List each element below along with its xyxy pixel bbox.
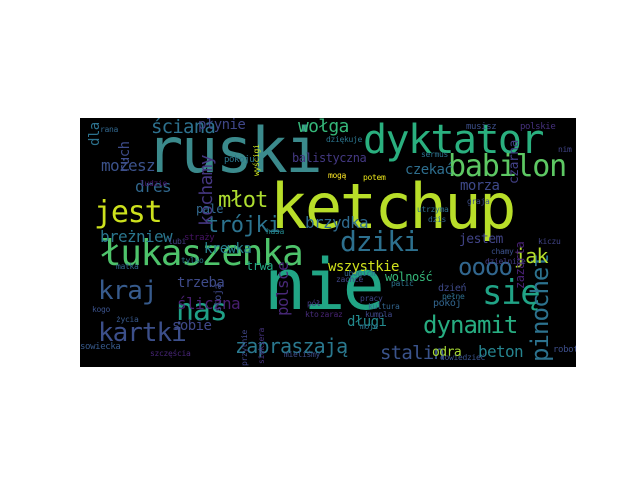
cloud-word: kraj: [98, 276, 158, 306]
cloud-word: polsce: [273, 262, 292, 316]
cloud-word: dyktator: [363, 118, 544, 163]
cloud-word: pinochet: [526, 254, 554, 362]
cloud-word: palić: [391, 279, 414, 288]
cloud-word: dzis: [428, 215, 446, 224]
cloud-word: moje: [360, 322, 378, 331]
cloud-word: kiczu: [538, 237, 561, 246]
cloud-word: sowiecka: [80, 342, 121, 352]
cloud-word: mogą: [328, 171, 346, 180]
cloud-word: beton: [478, 342, 524, 361]
cloud-word: łukaszenka: [100, 233, 304, 274]
cloud-word: ketchup: [270, 170, 516, 243]
word-cloud: ruski ketchup nie dyktator łukaszenka jest bab…: [80, 118, 576, 367]
cloud-word: ruch: [117, 141, 133, 173]
cloud-word: się: [482, 273, 541, 313]
cloud-word: kartki: [98, 318, 187, 348]
cloud-word: dziki: [340, 225, 420, 258]
cloud-word: hasa: [266, 227, 284, 236]
cloud-word: ściana: [151, 118, 216, 138]
cloud-word: pokój: [433, 298, 462, 309]
cloud-word: czekać: [405, 162, 453, 178]
cloud-word: brzydka: [305, 213, 369, 232]
cloud-word: jest: [94, 195, 163, 230]
cloud-word: kultura: [368, 302, 400, 311]
cloud-word: długi: [347, 314, 387, 330]
cloud-word: dzielnice: [485, 257, 526, 266]
cloud-word: breżniew: [100, 227, 173, 246]
cloud-word: robotnicza: [553, 345, 576, 355]
cloud-word: dziękuje: [326, 135, 362, 144]
cloud-word: musisz: [466, 122, 497, 132]
cloud-word: polskie: [520, 122, 556, 132]
cloud-word: możesz: [101, 156, 156, 175]
cloud-word: jak: [514, 244, 549, 268]
cloud-word: czarna: [507, 140, 522, 184]
cloud-word: siekiera: [257, 328, 266, 364]
cloud-word: trójki: [206, 213, 281, 238]
cloud-word: tylko: [181, 256, 204, 265]
cloud-word: utrzyma: [417, 205, 449, 214]
cloud-word: wołga: [298, 118, 349, 137]
cloud-word: pracy: [360, 294, 383, 303]
cloud-word: krewka: [204, 241, 252, 257]
cloud-word: balistyczna: [292, 151, 367, 165]
cloud-word: mieliśmy: [284, 350, 320, 359]
cloud-word: trzeba: [177, 275, 225, 291]
cloud-word: nim: [558, 145, 572, 154]
cloud-word: trwa: [246, 259, 273, 273]
cloud-word: stoją: [213, 283, 224, 312]
cloud-word: dzień: [438, 283, 467, 294]
cloud-word: zachce: [336, 275, 363, 284]
cloud-word: babilon: [448, 149, 567, 184]
cloud-word: graja: [467, 197, 490, 206]
cloud-word: potem: [363, 173, 386, 182]
cloud-word: wolność: [385, 270, 433, 284]
cloud-word: lubi: [168, 237, 186, 246]
cloud-word: wszystkie: [328, 259, 399, 275]
cloud-word: ruski: [146, 118, 323, 187]
cloud-word: szczęścia: [150, 349, 191, 358]
cloud-word: nas: [176, 293, 228, 328]
cloud-word: sermus: [421, 150, 448, 159]
cloud-word: sobie: [172, 318, 212, 334]
cloud-word: pełne: [442, 292, 465, 301]
cloud-word: życia: [116, 315, 139, 324]
cloud-word: stalin: [380, 342, 445, 364]
cloud-word: kogo: [92, 305, 110, 314]
cloud-word: zaraz: [320, 310, 343, 319]
cloud-word: straży: [184, 233, 215, 243]
cloud-word: matka: [116, 262, 139, 271]
cloud-word: ludzie: [140, 179, 167, 188]
cloud-word: pale: [196, 202, 223, 216]
cloud-word: kumpla: [365, 310, 392, 319]
cloud-word: dres: [135, 177, 172, 196]
cloud-word: kto: [305, 310, 319, 319]
cloud-word: oooo: [458, 253, 513, 281]
cloud-word: śliczna: [177, 294, 241, 313]
cloud-word: pokoju: [224, 155, 255, 165]
cloud-word: dynamit: [423, 311, 518, 339]
cloud-word: chamy: [491, 247, 514, 256]
cloud-word: odra: [432, 345, 462, 360]
cloud-word: morza: [460, 178, 500, 194]
cloud-word: młot: [218, 188, 268, 213]
cloud-word: dowiedzieć: [440, 353, 485, 362]
cloud-word: nie: [264, 244, 385, 326]
cloud-word: jestem: [459, 232, 503, 247]
cloud-word: wyścigi: [252, 144, 261, 176]
cloud-word: zapraszają: [235, 334, 348, 358]
cloud-word: rana: [100, 125, 118, 134]
cloud-word: ubogich: [344, 269, 376, 278]
cloud-word: pół: [307, 299, 321, 308]
cloud-word: płynie: [198, 118, 246, 133]
cloud-word: przytnie: [240, 330, 249, 366]
